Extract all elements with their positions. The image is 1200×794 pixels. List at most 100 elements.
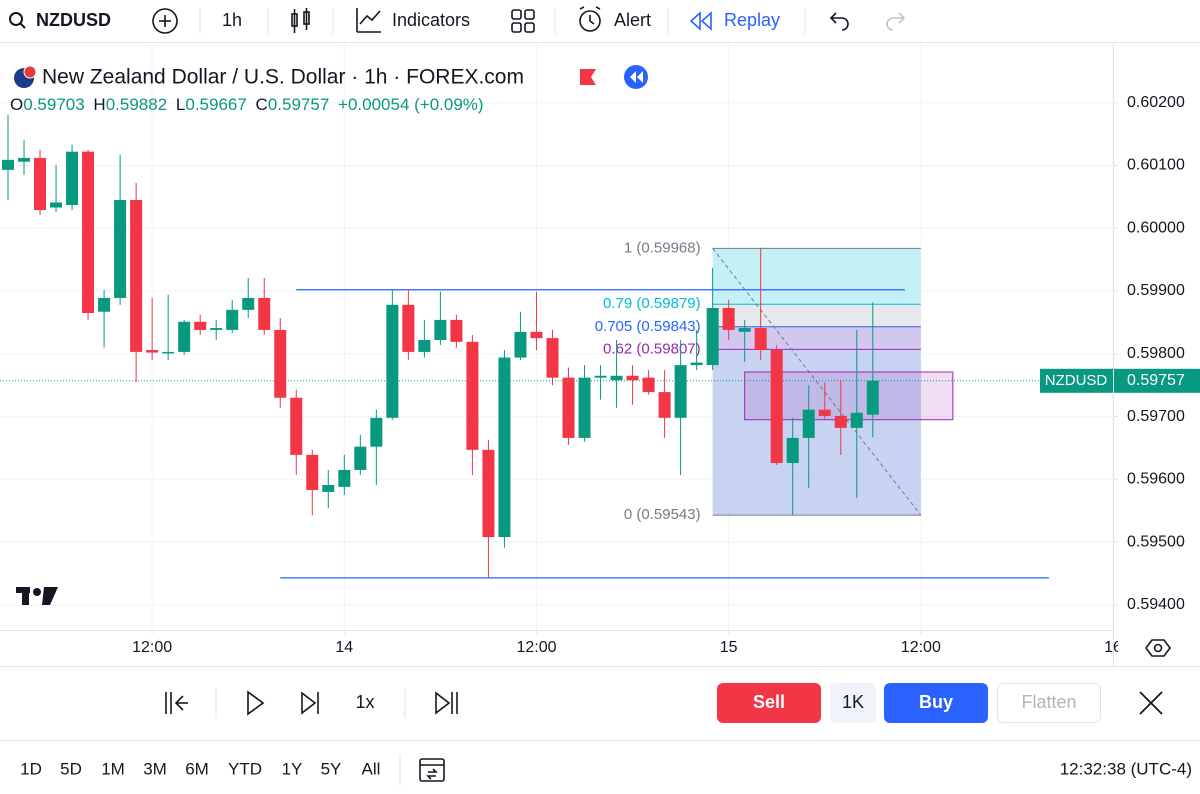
chart-type-icon[interactable] (291, 8, 310, 33)
candle-body (546, 338, 559, 378)
symbol-tag-label: NZDUSD (1045, 372, 1108, 389)
replay[interactable]: Replay (724, 10, 780, 30)
candle-body (690, 362, 703, 366)
fib-label: 0 (0.59543) (624, 506, 701, 523)
y-tick-label: 0.59500 (1127, 533, 1185, 550)
play[interactable] (247, 690, 265, 716)
candle-body (82, 151, 95, 313)
indicators-icon[interactable] (356, 8, 381, 33)
candle-body (18, 157, 31, 162)
candle-body (50, 202, 63, 208)
settings-icon[interactable] (1145, 639, 1171, 657)
price-tag-label: 0.59757 (1127, 372, 1185, 389)
candle-body (178, 321, 191, 352)
candle-body (754, 328, 767, 351)
buy-label: Buy (919, 692, 953, 712)
search-icon[interactable] (9, 12, 26, 29)
x-tick-label: 12:00 (132, 639, 172, 656)
candle-body (578, 377, 591, 438)
candle-body (306, 454, 319, 491)
top-toolbar: NZDUSD 1h Indicators Alert Replay (0, 0, 1200, 43)
change: +0.00054 (+0.09%) (338, 95, 484, 114)
candle-body (594, 375, 607, 378)
fib-band (712, 248, 921, 305)
symbol[interactable]: NZDUSD (36, 10, 111, 30)
range-button[interactable]: 6M (185, 759, 209, 778)
add-symbol[interactable] (152, 8, 178, 34)
speed[interactable]: 1x (355, 692, 374, 712)
range-button[interactable]: 1M (101, 759, 125, 778)
replay-badge-arrow (630, 71, 636, 83)
fib-label: 0.79 (0.59879) (603, 295, 701, 312)
candle-body (162, 351, 175, 354)
candle-body (114, 200, 127, 298)
range-button[interactable]: 5Y (321, 759, 342, 778)
candle-body (66, 151, 79, 206)
alert[interactable]: Alert (614, 10, 651, 30)
candle-body (658, 392, 671, 418)
y-tick-label: 0.59400 (1127, 596, 1185, 613)
y-tick-label: 0.60100 (1127, 157, 1185, 174)
candle-body (626, 375, 639, 381)
tv-logo (16, 587, 58, 605)
range-button[interactable]: YTD (228, 759, 262, 778)
flag-marker[interactable] (580, 69, 596, 85)
candle-body (130, 200, 143, 352)
candle-body (450, 319, 463, 342)
candle-body (258, 297, 271, 330)
go-to-date[interactable] (419, 758, 445, 782)
step-forward[interactable] (301, 691, 319, 715)
alert-icon[interactable] (579, 6, 601, 32)
y-tick-label: 0.60200 (1127, 94, 1185, 111)
close-replay[interactable] (1139, 691, 1163, 715)
price-tag (1114, 368, 1200, 393)
symbol-tag (1040, 368, 1113, 393)
layouts-icon[interactable] (511, 9, 535, 33)
qty: 1K (842, 692, 864, 712)
sell-button[interactable] (717, 683, 821, 723)
y-tick-label: 0.59700 (1127, 408, 1185, 425)
range-button[interactable]: All (362, 759, 381, 778)
candle-body (434, 319, 447, 340)
range-button[interactable]: 5D (60, 759, 82, 778)
replay-icon[interactable] (689, 11, 712, 31)
replay-badge-arrow (637, 71, 643, 83)
candle-body (514, 331, 527, 358)
fib-label: 0.62 (0.59807) (603, 340, 701, 357)
buy-button[interactable] (884, 683, 988, 723)
candle-body (498, 357, 511, 538)
interval[interactable]: 1h (222, 10, 242, 30)
candle-body (818, 409, 831, 416)
candle-body (674, 365, 687, 418)
range-button[interactable]: 1Y (282, 759, 303, 778)
jump-to-realtime[interactable] (435, 691, 458, 715)
legend-title: New Zealand Dollar / U.S. Dollar · 1h · … (42, 66, 524, 89)
candle-body (482, 449, 495, 538)
indicators[interactable]: Indicators (392, 10, 470, 30)
candle-body (2, 159, 15, 170)
candle-body (370, 417, 383, 447)
ohlc-key: C (256, 95, 268, 114)
x-tick-label: 14 (335, 639, 353, 656)
candle-body (322, 484, 335, 492)
sell-label: Sell (753, 692, 785, 712)
jump-back[interactable] (165, 692, 188, 714)
ohlc-key: O (10, 95, 23, 114)
y-tick-label: 0.59800 (1127, 345, 1185, 362)
candle-body (610, 375, 623, 381)
flatten-button[interactable] (997, 683, 1101, 723)
candle-body (98, 297, 111, 312)
redo-icon[interactable] (886, 12, 906, 31)
clock: 12:32:38 (UTC-4) (1060, 759, 1192, 778)
range-button[interactable]: 1D (20, 759, 42, 778)
undo-icon[interactable] (829, 12, 849, 31)
qty-box[interactable] (830, 683, 876, 723)
fib-label: 0.705 (0.59843) (595, 318, 701, 335)
fib-band (712, 349, 921, 516)
axes: 0.60200 0.60100 0.60000 0.59900 0.59800 0.597… (1040, 94, 1200, 613)
fib-label: 1 (0.59968) (624, 239, 701, 256)
replay-bar: 1x Sell 1K Buy Flatten (0, 666, 1200, 723)
range-button[interactable]: 3M (143, 759, 167, 778)
